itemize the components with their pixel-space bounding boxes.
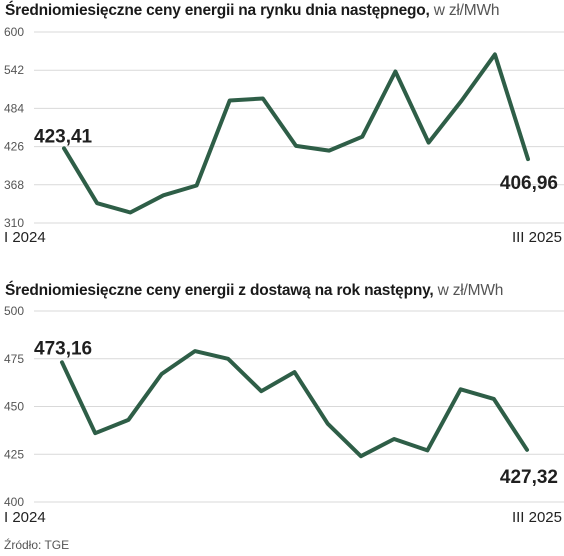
chart-title-main: Średniomiesięczne ceny energii na rynku … [5, 2, 430, 19]
y-tick-label: 500 [4, 304, 24, 318]
y-tick-label: 450 [4, 400, 24, 414]
y-tick-label: 484 [4, 101, 24, 115]
chart-title: Średniomiesięczne ceny energii z dostawą… [5, 282, 503, 300]
y-tick-label: 310 [4, 216, 24, 230]
y-tick-label: 425 [4, 447, 24, 461]
first-value-label: 473,16 [34, 338, 92, 359]
chart-title-main: Średniomiesięczne ceny energii z dostawą… [5, 282, 434, 299]
y-tick-label: 426 [4, 140, 24, 154]
y-tick-label: 475 [4, 352, 24, 366]
x-end-label: III 2025 [512, 229, 562, 246]
first-value-label: 423,41 [34, 126, 93, 147]
y-tick-label: 400 [4, 495, 24, 509]
last-value-label: 406,96 [500, 173, 558, 194]
series-line [62, 52, 530, 215]
source-note: Źródło: TGE [4, 538, 70, 552]
last-value-label: 427,32 [500, 467, 558, 488]
chart-panel-year-ahead: Średniomiesięczne ceny energii z dostawą… [0, 278, 564, 533]
y-tick-label: 542 [4, 63, 24, 77]
chart-title-unit: w zł/MWh [429, 2, 500, 19]
x-start-label: I 2024 [4, 229, 46, 246]
y-tick-label: 600 [4, 25, 24, 39]
y-tick-label: 368 [4, 178, 24, 192]
x-end-label: III 2025 [512, 509, 562, 526]
chart-panel-day-ahead: Średniomiesięczne ceny energii na rynku … [0, 0, 564, 270]
x-start-label: I 2024 [4, 509, 46, 526]
chart-title: Średniomiesięczne ceny energii na rynku … [5, 2, 500, 20]
series-line [60, 349, 529, 459]
chart-title-unit: w zł/MWh [433, 282, 504, 299]
